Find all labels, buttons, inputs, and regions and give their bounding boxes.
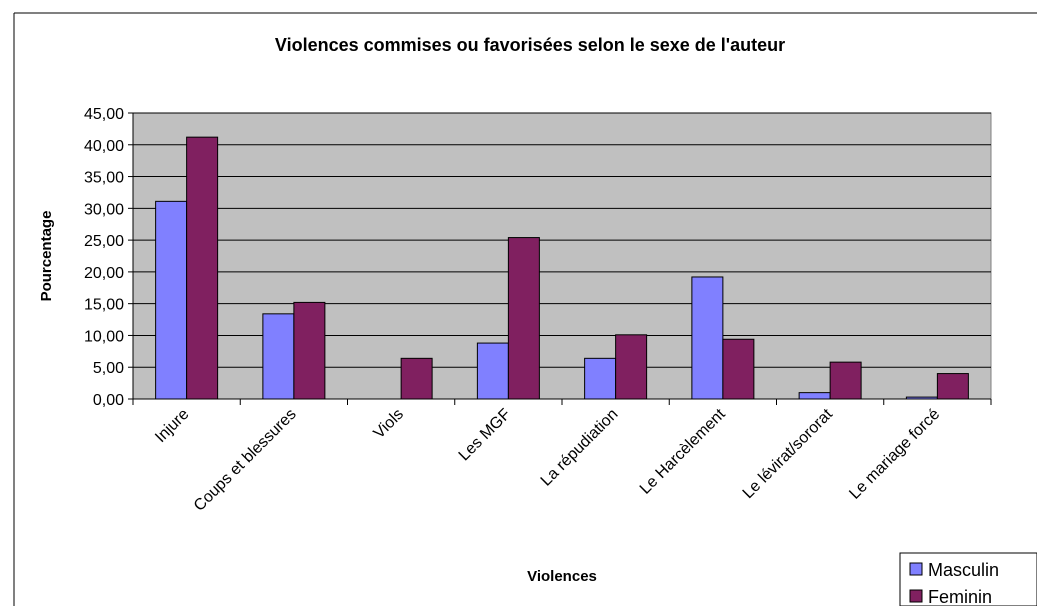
- plot-area: [132, 112, 992, 400]
- bar-feminin-6: [722, 338, 755, 400]
- legend-label-masculin: Masculin: [928, 560, 999, 580]
- axes: [128, 112, 992, 405]
- legend-label-feminin: Feminin: [928, 587, 992, 606]
- bar-feminin-4: [507, 237, 540, 400]
- y-tick-label: 45,00: [84, 106, 124, 123]
- y-tick-label: 25,00: [84, 233, 124, 250]
- x-axis-label: Violences: [527, 568, 597, 585]
- bar-masculin-6: [691, 276, 724, 400]
- y-tick-label: 40,00: [84, 138, 124, 155]
- legend-box: [899, 552, 1037, 606]
- bar-feminin-2: [293, 301, 326, 400]
- legend-swatch-feminin: [909, 589, 923, 603]
- y-tick-label: 30,00: [84, 201, 124, 218]
- y-tick-label: 15,00: [84, 297, 124, 314]
- bar-masculin-7: [798, 392, 831, 400]
- chart-title: Violences commises ou favorisées selon l…: [275, 35, 785, 55]
- legend-swatch-masculin: [909, 562, 923, 576]
- y-axis-label: Pourcentage: [38, 211, 55, 302]
- bar-masculin-2: [262, 313, 295, 400]
- bar-feminin-8: [936, 373, 969, 400]
- bar-masculin-1: [155, 200, 188, 400]
- bar-masculin-5: [584, 357, 617, 400]
- y-tick-label: 35,00: [84, 170, 124, 187]
- y-tick-label: 20,00: [84, 265, 124, 282]
- bar-feminin-3: [400, 357, 433, 400]
- bar-feminin-1: [186, 136, 219, 400]
- bars: [155, 136, 969, 400]
- y-tick-label: 10,00: [84, 328, 124, 345]
- bar-masculin-4: [476, 342, 509, 400]
- y-tick-label: 0,00: [93, 392, 124, 409]
- legend: Masculin Feminin: [899, 552, 1037, 606]
- y-tick-label: 5,00: [93, 360, 124, 377]
- bar-feminin-7: [829, 361, 862, 400]
- y-tick-labels: 0,00 5,00 10,00 15,00 20,00 25,00 30,00 35,00 40…: [84, 106, 124, 409]
- bar-feminin-5: [615, 334, 648, 400]
